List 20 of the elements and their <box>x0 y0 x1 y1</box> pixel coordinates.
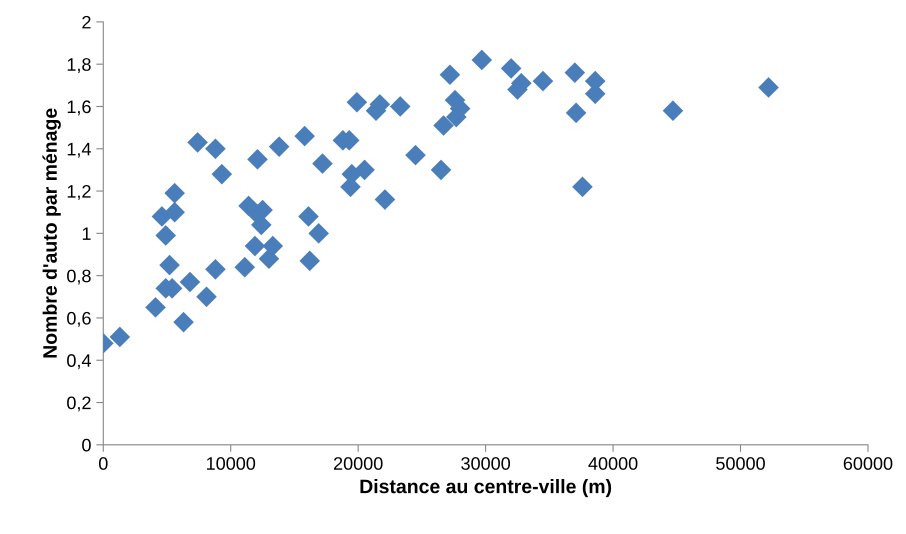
y-tick-label: 0,6 <box>67 312 91 327</box>
y-tick-label: 0,4 <box>67 354 91 370</box>
y-tick-label: 1,6 <box>68 100 91 116</box>
y-tick-label: 0 <box>82 438 91 452</box>
x-tick-label: 10000 <box>207 457 256 470</box>
y-tick-label: 0,8 <box>67 270 91 285</box>
y-tick-label: 1,8 <box>68 58 91 74</box>
x-axis-title: Distance au centre-ville (m) <box>360 479 612 498</box>
x-tick-label: 50000 <box>716 457 765 470</box>
x-tick-label: 30000 <box>461 457 510 470</box>
y-tick-label: 0,2 <box>67 396 91 412</box>
x-tick-label: 40000 <box>588 457 638 470</box>
y-tick-label: 1,4 <box>68 142 91 158</box>
y-tick-label: 1 <box>82 227 91 240</box>
x-tick-label: 0 <box>98 457 108 470</box>
y-tick-label: 2 <box>82 16 91 28</box>
x-tick-label: 20000 <box>334 457 383 470</box>
x-tick-label: 60000 <box>844 457 892 470</box>
y-axis-title: Nombre d'auto par ménage <box>42 108 61 358</box>
y-tick-label: 1,2 <box>68 185 91 200</box>
